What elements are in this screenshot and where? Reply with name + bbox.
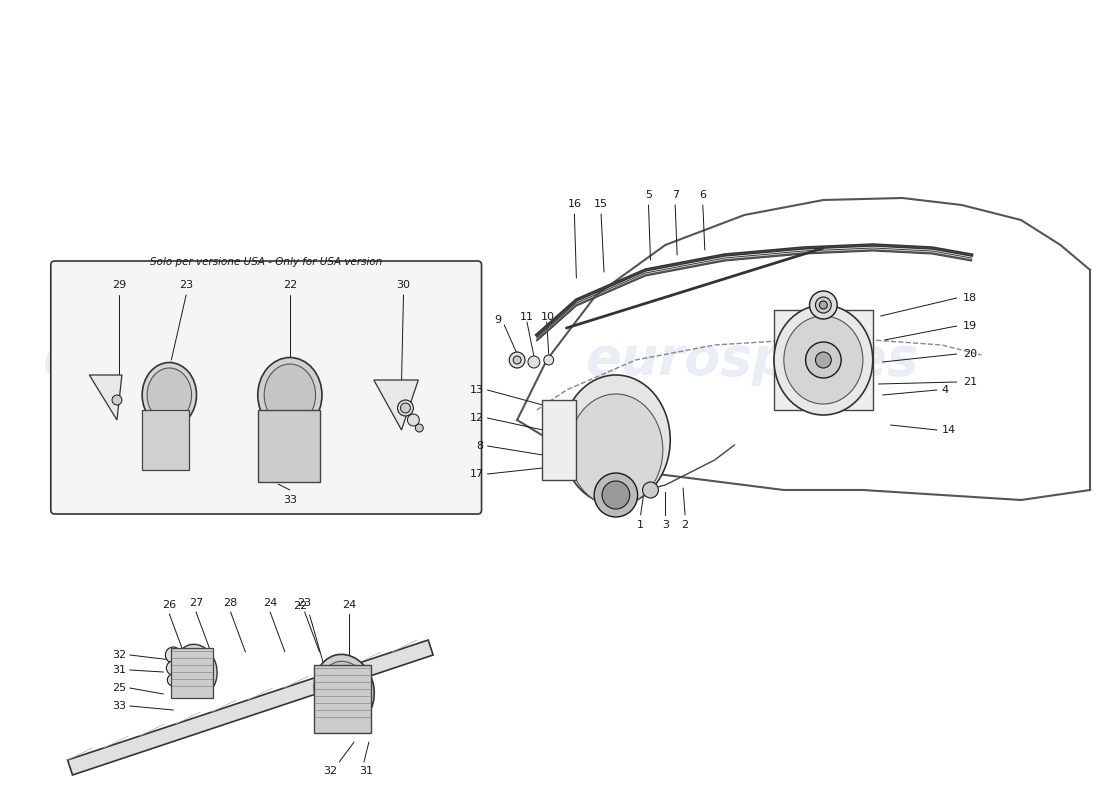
Ellipse shape	[179, 650, 212, 690]
Ellipse shape	[175, 644, 217, 696]
Ellipse shape	[774, 305, 872, 415]
Text: 22: 22	[294, 601, 308, 611]
Text: eurospares: eurospares	[585, 334, 918, 386]
Text: 2: 2	[682, 520, 689, 530]
Text: 31: 31	[112, 665, 125, 675]
Bar	[142, 410, 189, 470]
Text: 25: 25	[112, 683, 125, 693]
Circle shape	[416, 424, 424, 432]
Circle shape	[820, 301, 827, 309]
Text: 30: 30	[396, 280, 410, 290]
Text: 15: 15	[594, 199, 608, 209]
Text: 33: 33	[283, 495, 297, 505]
Polygon shape	[67, 640, 433, 775]
Text: 19: 19	[962, 321, 977, 331]
FancyBboxPatch shape	[51, 261, 482, 514]
Ellipse shape	[142, 362, 197, 427]
Bar	[314, 665, 371, 733]
Polygon shape	[374, 380, 418, 430]
Text: 23: 23	[179, 280, 194, 290]
Circle shape	[400, 403, 410, 413]
Text: 32: 32	[112, 650, 125, 660]
Circle shape	[543, 355, 553, 365]
Circle shape	[642, 482, 659, 498]
Text: 1: 1	[637, 520, 645, 530]
Text: 17: 17	[470, 469, 484, 479]
Text: 5: 5	[645, 190, 652, 200]
Text: 17: 17	[608, 490, 623, 500]
Text: 23: 23	[298, 598, 311, 608]
Polygon shape	[89, 375, 122, 420]
Ellipse shape	[315, 654, 374, 726]
Text: 6: 6	[700, 190, 706, 200]
Text: 27: 27	[189, 598, 204, 608]
Text: 3: 3	[662, 520, 669, 530]
Text: 10: 10	[541, 312, 554, 322]
Circle shape	[509, 352, 525, 368]
Text: 9: 9	[494, 315, 502, 325]
Text: eurospares: eurospares	[42, 334, 375, 386]
Text: 16: 16	[568, 199, 582, 209]
Text: 24: 24	[342, 600, 356, 610]
Text: 28: 28	[223, 598, 238, 608]
Circle shape	[805, 342, 842, 378]
Bar	[774, 310, 872, 410]
Bar	[258, 410, 319, 482]
Circle shape	[815, 352, 832, 368]
Text: 21: 21	[962, 377, 977, 387]
Circle shape	[810, 291, 837, 319]
Ellipse shape	[147, 368, 191, 422]
Text: 14: 14	[942, 425, 956, 435]
Text: 11: 11	[520, 312, 534, 322]
Circle shape	[528, 356, 540, 368]
Text: 7: 7	[672, 190, 679, 200]
Text: 22: 22	[283, 280, 297, 290]
Circle shape	[594, 473, 638, 517]
Text: 31: 31	[359, 766, 373, 776]
Bar	[542, 400, 576, 480]
Circle shape	[815, 297, 832, 313]
Text: 29: 29	[112, 280, 126, 290]
Ellipse shape	[569, 394, 663, 506]
Circle shape	[397, 400, 414, 416]
Bar	[172, 648, 212, 698]
Text: 32: 32	[323, 766, 338, 776]
Ellipse shape	[562, 375, 670, 505]
Text: 4: 4	[942, 385, 949, 395]
Text: Solo per versione USA - Only for USA version: Solo per versione USA - Only for USA ver…	[150, 257, 383, 267]
Text: 13: 13	[470, 385, 484, 395]
Text: 8: 8	[476, 441, 484, 451]
Circle shape	[166, 661, 180, 675]
Text: 20: 20	[962, 349, 977, 359]
Circle shape	[407, 414, 419, 426]
Ellipse shape	[257, 358, 322, 433]
Ellipse shape	[320, 662, 368, 718]
Circle shape	[513, 356, 521, 364]
Circle shape	[165, 647, 182, 663]
Circle shape	[602, 481, 629, 509]
Ellipse shape	[784, 316, 862, 404]
Text: 24: 24	[263, 598, 277, 608]
Ellipse shape	[264, 364, 316, 426]
Text: 18: 18	[962, 293, 977, 303]
Text: 26: 26	[163, 600, 176, 610]
Circle shape	[112, 395, 122, 405]
Text: 33: 33	[112, 701, 125, 711]
Text: 12: 12	[470, 413, 484, 423]
Circle shape	[167, 674, 179, 686]
